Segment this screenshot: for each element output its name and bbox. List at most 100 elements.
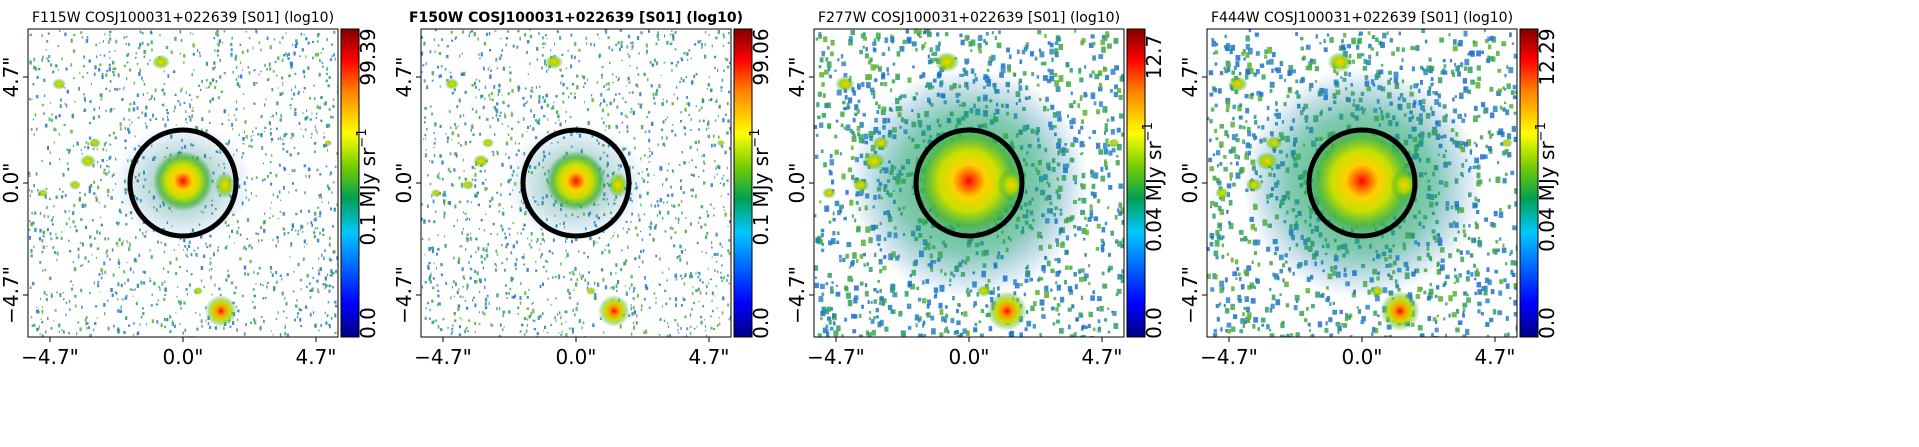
field-source [80, 154, 96, 168]
field-source [38, 189, 48, 197]
x-tick-label: 4.7" [1081, 345, 1122, 369]
field-source [586, 287, 596, 295]
colorbar-mid-label: 0.1 MJy sr−1 [748, 129, 773, 246]
colorbar-unit: MJy sr [1142, 141, 1166, 202]
field-source [1265, 136, 1283, 150]
aperture-ring [520, 127, 632, 239]
bright-star [205, 295, 237, 327]
galaxy-core [153, 151, 213, 211]
colorbar-mid-value: 0.04 [1535, 207, 1559, 252]
colorbar-unit-exponent: −1 [1534, 122, 1549, 141]
x-tick-label: 0.0" [555, 345, 596, 369]
field-source [431, 189, 441, 197]
panel-title: F277W COSJ100031+022639 [S01] (log10) [818, 10, 1120, 26]
y-tick-label: 0.0" [392, 162, 416, 203]
panel-3: F277W COSJ100031+022639 [S01] (log10) −4.… [785, 10, 1166, 369]
x-tick-label: 0.0" [1341, 345, 1382, 369]
field-source [69, 180, 81, 190]
y-tick-label: 4.7" [1178, 56, 1202, 97]
field-source [852, 178, 870, 192]
galaxy-core [914, 126, 1024, 236]
aperture-ring [1306, 127, 1418, 239]
galaxy-core [546, 151, 606, 211]
x-tick-label: 4.7" [295, 345, 336, 369]
field-source [545, 54, 563, 70]
field-source [1501, 138, 1513, 148]
aperture-ring [127, 127, 239, 239]
image-area [28, 29, 338, 337]
colorbar-max-label: 99.06 [749, 28, 773, 85]
field-source [822, 187, 836, 199]
y-tick-label: −4.7" [1178, 266, 1202, 324]
x-tick-label: 4.7" [1474, 345, 1515, 369]
field-source [977, 285, 991, 297]
colorbar-max-label: 12.29 [1535, 28, 1559, 85]
panel-2: F150W COSJ100031+022639 [S01] (log10) −4.… [392, 10, 773, 369]
galaxy-core [1307, 126, 1417, 236]
colorbar-min-label: 0.0 [1142, 307, 1166, 339]
field-source [934, 51, 960, 73]
field-source [482, 138, 494, 148]
panel-1: F115W COSJ100031+022639 [S01] (log10) −4.… [0, 10, 380, 369]
field-source [1108, 138, 1120, 148]
colorbar [733, 28, 753, 338]
colorbar-mid-value: 0.1 [356, 214, 380, 246]
field-source [462, 180, 474, 190]
field-source [872, 136, 890, 150]
colorbar [1126, 28, 1146, 338]
companion-source [1390, 169, 1418, 201]
colorbar-min-label: 0.0 [356, 307, 380, 339]
bright-star [1380, 291, 1420, 331]
colorbar-max-label: 12.7 [1142, 35, 1166, 80]
x-tick-label: 4.7" [688, 345, 729, 369]
y-tick-label: −4.7" [392, 266, 416, 324]
colorbar-mid-value: 0.04 [1142, 207, 1166, 252]
y-tick-label: 4.7" [0, 56, 23, 97]
field-source [152, 54, 170, 70]
colorbar [340, 28, 360, 338]
panel-title: F115W COSJ100031+022639 [S01] (log10) [32, 10, 334, 26]
colorbar-unit-exponent: −1 [355, 129, 370, 148]
companion-source [997, 169, 1025, 201]
field-source [862, 152, 886, 170]
field-source [193, 287, 203, 295]
bright-star [987, 291, 1027, 331]
colorbar-mid-label: 0.04 MJy sr−1 [1141, 122, 1166, 252]
noise-texture [421, 29, 731, 337]
y-tick-label: 4.7" [392, 56, 416, 97]
field-source [52, 78, 66, 90]
colorbar-min-label: 0.0 [1535, 307, 1559, 339]
image-area [814, 29, 1124, 337]
colorbar-unit: MJy sr [356, 147, 380, 208]
colorbar-unit: MJy sr [1535, 141, 1559, 202]
panel-title: F444W COSJ100031+022639 [S01] (log10) [1211, 10, 1513, 26]
colorbar-mid-value: 0.1 [749, 214, 773, 246]
colorbar-max-label: 99.39 [356, 28, 380, 85]
field-source [717, 139, 725, 147]
y-tick-label: 0.0" [1178, 162, 1202, 203]
x-tick-label: −4.7" [21, 345, 79, 369]
colorbar-mid-label: 0.04 MJy sr−1 [1534, 122, 1559, 252]
field-source [1215, 187, 1229, 199]
field-source [1327, 51, 1353, 73]
y-tick-label: 4.7" [785, 56, 809, 97]
field-source [1255, 152, 1279, 170]
colorbar-unit-exponent: −1 [748, 129, 763, 148]
panel-4: F444W COSJ100031+022639 [S01] (log10) −4.… [1178, 10, 1559, 369]
y-tick-label: 0.0" [785, 162, 809, 203]
image-area [1207, 29, 1517, 337]
aperture-ring [913, 127, 1025, 239]
companion-source [215, 172, 235, 198]
field-source [1228, 76, 1248, 92]
x-tick-label: −4.7" [414, 345, 472, 369]
y-tick-label: −4.7" [785, 266, 809, 324]
x-tick-label: −4.7" [807, 345, 865, 369]
field-source [1370, 285, 1384, 297]
x-tick-label: −4.7" [1200, 345, 1258, 369]
companion-source [608, 172, 628, 198]
x-tick-label: 0.0" [948, 345, 989, 369]
y-tick-label: −4.7" [0, 266, 23, 324]
panel-title: F150W COSJ100031+022639 [S01] (log10) [409, 10, 743, 26]
field-source [89, 138, 101, 148]
